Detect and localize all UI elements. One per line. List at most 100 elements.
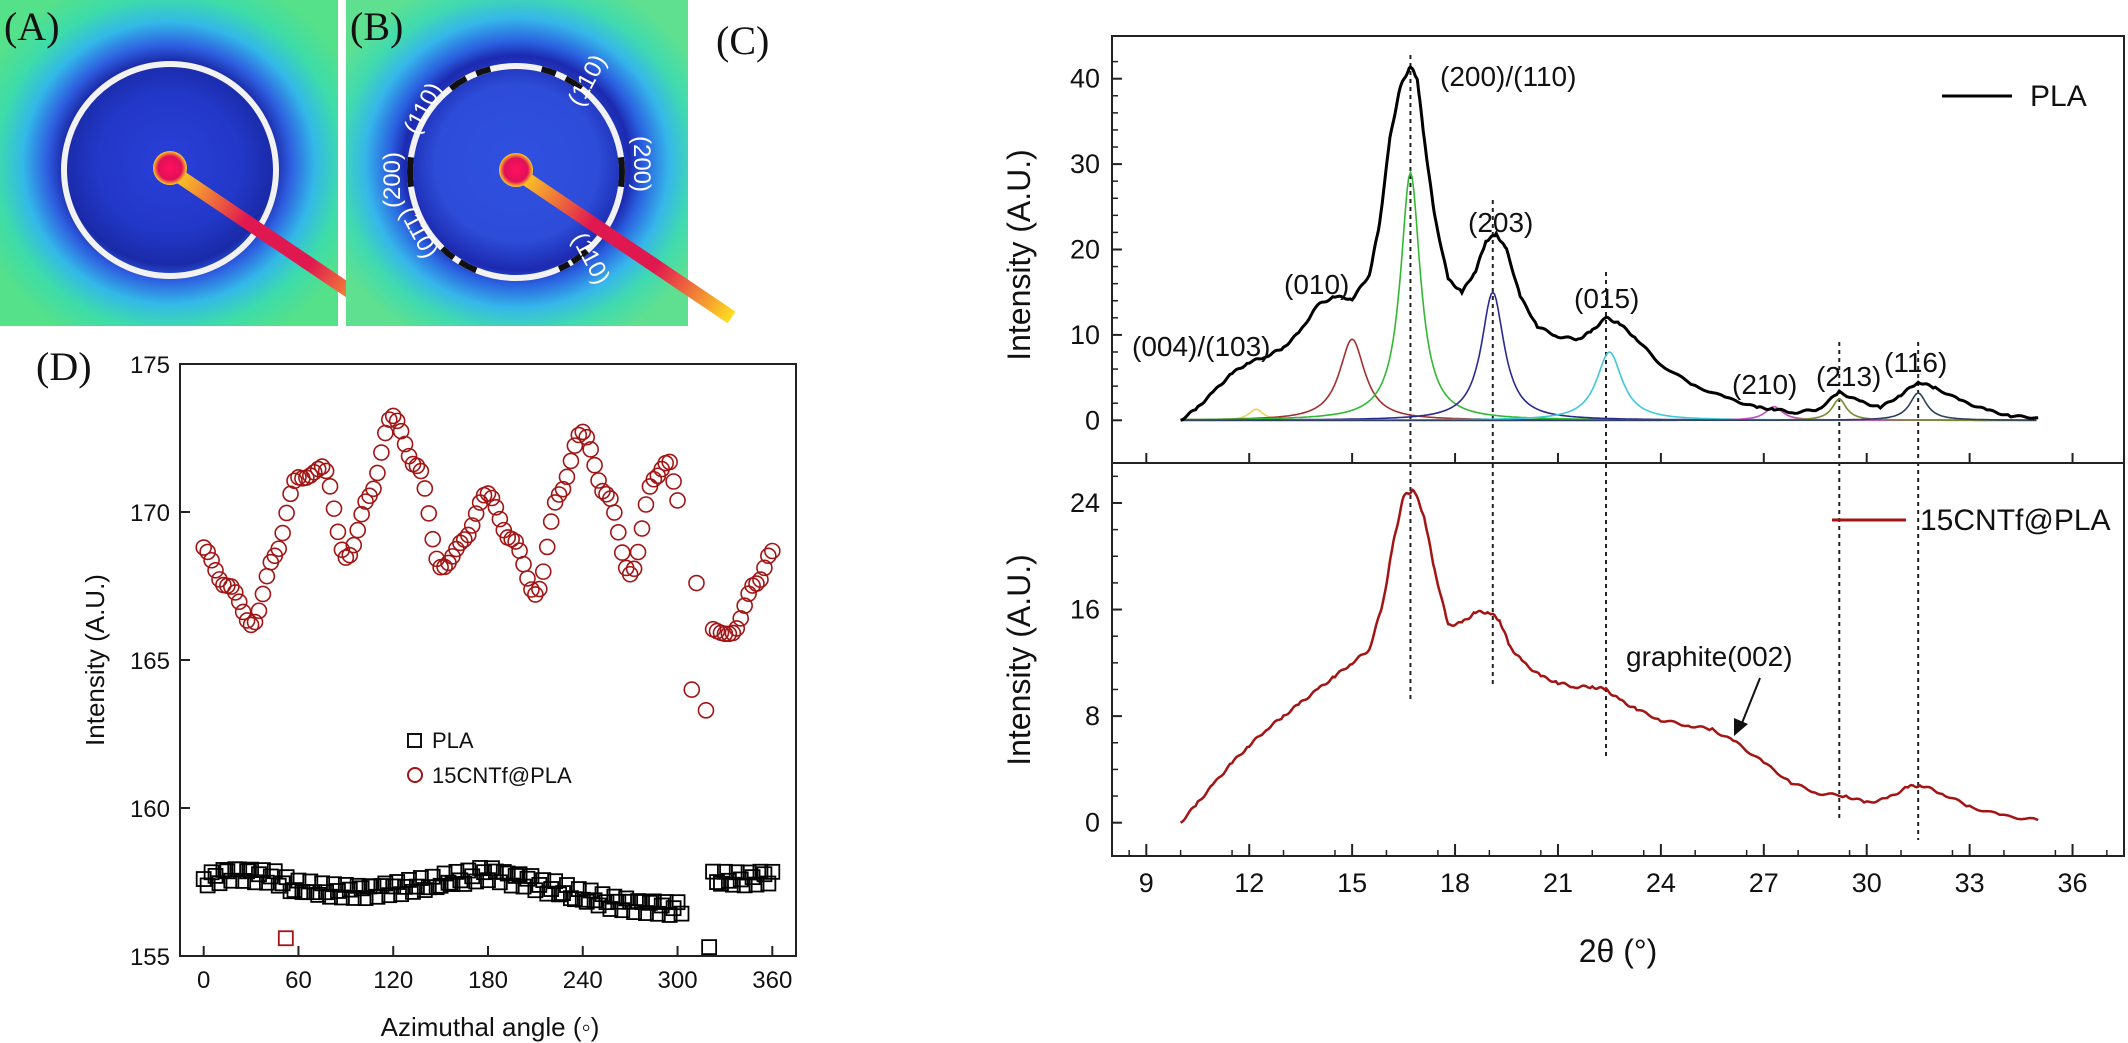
d-point-15cntf-pla bbox=[645, 470, 663, 488]
d-point-15cntf-pla bbox=[756, 559, 773, 577]
d-point-15cntf-pla bbox=[207, 562, 224, 579]
ring-arc-0 bbox=[448, 75, 468, 91]
d-point-pla bbox=[764, 863, 781, 880]
d-point-15cntf-pla bbox=[483, 489, 501, 507]
d-point-15cntf-pla bbox=[764, 542, 781, 560]
d-point-15cntf-pla bbox=[353, 505, 370, 523]
beam-stop-b bbox=[512, 166, 736, 324]
d-point-15cntf-pla bbox=[424, 530, 442, 548]
d-point-15cntf-pla bbox=[317, 462, 335, 480]
d-point-15cntf-pla bbox=[637, 496, 655, 513]
legend-label-pla-c: PLA bbox=[2030, 80, 2087, 113]
d-point-15cntf-pla bbox=[286, 472, 303, 490]
d-point-15cntf-pla bbox=[724, 624, 742, 642]
d-point-15cntf-pla bbox=[487, 499, 505, 516]
d-point-15cntf-pla bbox=[278, 504, 295, 522]
d-point-15cntf-pla bbox=[408, 457, 426, 475]
d-point-15cntf-pla bbox=[507, 533, 524, 550]
d-ytick-label: 160 bbox=[130, 796, 170, 823]
panel-label-c: (C) bbox=[716, 18, 769, 63]
d-point-15cntf-pla bbox=[566, 437, 584, 454]
c-xtick-label: 12 bbox=[1234, 868, 1264, 898]
d-point-15cntf-pla bbox=[436, 558, 453, 576]
legend-marker-pla-d bbox=[407, 733, 422, 748]
d-xtick-label: 180 bbox=[468, 967, 508, 994]
c-xlabel: 2θ (°) bbox=[1579, 933, 1658, 969]
peak-label-graphite-002: graphite(002) bbox=[1626, 641, 1793, 672]
c-xtick-label: 21 bbox=[1543, 868, 1573, 898]
d-point-15cntf-pla bbox=[582, 441, 599, 458]
d-point-15cntf-pla bbox=[345, 536, 363, 554]
d-point-15cntf-pla bbox=[392, 422, 410, 440]
d-point-15cntf-pla bbox=[550, 486, 568, 503]
d-point-pla bbox=[582, 882, 599, 899]
ring-arc-8 bbox=[458, 259, 478, 274]
d-point-15cntf-pla bbox=[420, 505, 438, 522]
waxs-ring-a bbox=[61, 61, 279, 279]
d-point-15cntf-pla bbox=[523, 581, 540, 598]
d-point-15cntf-pla bbox=[242, 616, 260, 634]
d-point-15cntf-pla bbox=[629, 543, 647, 561]
d-point-15cntf-pla bbox=[511, 542, 528, 560]
d-point-15cntf-pla bbox=[203, 551, 220, 569]
d-point-15cntf-pla bbox=[610, 524, 627, 541]
panel-label-b: (B) bbox=[350, 4, 403, 49]
d-point-15cntf-pla bbox=[554, 480, 572, 498]
c-bottom-ylabel: Intensity (A.U.) bbox=[1001, 554, 1037, 766]
c-xtick-label: 24 bbox=[1646, 868, 1676, 898]
d-point-15cntf-pla bbox=[365, 480, 382, 498]
d-xtick-label: 300 bbox=[658, 967, 698, 994]
ring-arc-5 bbox=[407, 156, 415, 188]
ring-label-4: (200) bbox=[628, 136, 655, 192]
c-series-pla bbox=[1180, 64, 2039, 422]
d-outlier-15cntf-pla bbox=[688, 574, 705, 592]
d-point-15cntf-pla bbox=[270, 540, 288, 558]
d-point-15cntf-pla bbox=[258, 567, 276, 585]
c-top-ytick-label: 20 bbox=[1070, 235, 1100, 265]
d-ytick-label: 165 bbox=[130, 648, 170, 675]
c-top-ytick-label: 40 bbox=[1070, 64, 1100, 94]
panel-label-d: (D) bbox=[36, 344, 92, 389]
c-bottom-ytick-label: 0 bbox=[1085, 808, 1100, 838]
peak-label-015: (015) bbox=[1574, 283, 1639, 314]
d-point-pla bbox=[669, 894, 686, 911]
d-outlier-15cntf-pla bbox=[697, 702, 715, 719]
legend-label-cnt-c: 15CNTf@PLA bbox=[1920, 504, 2111, 537]
d-point-15cntf-pla bbox=[349, 521, 366, 539]
d-point-15cntf-pla bbox=[274, 524, 291, 542]
d-ylabel: Intensity (A.U.) bbox=[80, 574, 110, 746]
chart-c: 0 10 20 30 40 0 8 16 24 9 12 15 18 21 24 27 30 33 36 Int… bbox=[1001, 35, 2125, 969]
d-point-15cntf-pla bbox=[309, 460, 327, 478]
d-point-15cntf-pla bbox=[321, 478, 339, 495]
d-point-15cntf-pla bbox=[613, 544, 631, 561]
peak-label-200-110: (200)/(110) bbox=[1440, 61, 1576, 92]
d-point-15cntf-pla bbox=[590, 472, 607, 489]
ring-arc-7 bbox=[557, 261, 571, 272]
d-point-15cntf-pla bbox=[396, 435, 414, 453]
d-outlier-pla bbox=[701, 939, 718, 956]
chart-d: 0 60 120 180 240 300 360 155 160 165 170 175 Intens… bbox=[80, 352, 797, 1042]
d-point-15cntf-pla bbox=[380, 411, 398, 428]
d-point-15cntf-pla bbox=[728, 620, 746, 637]
d-point-15cntf-pla bbox=[562, 452, 580, 470]
c-bottom-ytick-label: 16 bbox=[1070, 595, 1100, 625]
d-point-15cntf-pla bbox=[325, 500, 343, 517]
peak-label-004-103: (004)/(103) bbox=[1132, 331, 1271, 362]
d-point-15cntf-pla bbox=[467, 505, 485, 522]
beam-stop-a bbox=[166, 164, 390, 322]
peak-label-213: (213) bbox=[1816, 361, 1881, 392]
peak-label-203: (203) bbox=[1468, 207, 1533, 238]
d-point-15cntf-pla bbox=[546, 494, 564, 511]
d-xtick-label: 240 bbox=[563, 967, 603, 994]
d-point-15cntf-pla bbox=[748, 575, 765, 592]
d-xlabel: Azimuthal angle (◦) bbox=[381, 1012, 600, 1042]
c-bottom-ytick-label: 8 bbox=[1085, 701, 1100, 731]
c-xtick-label: 9 bbox=[1139, 868, 1154, 898]
d-point-15cntf-pla bbox=[226, 584, 244, 601]
d-xtick-label: 60 bbox=[285, 967, 312, 994]
c-series-15cntf-pla bbox=[1179, 488, 2039, 824]
d-point-15cntf-pla bbox=[369, 464, 386, 482]
d-point-15cntf-pla bbox=[503, 530, 520, 548]
d-point-15cntf-pla bbox=[538, 538, 556, 556]
